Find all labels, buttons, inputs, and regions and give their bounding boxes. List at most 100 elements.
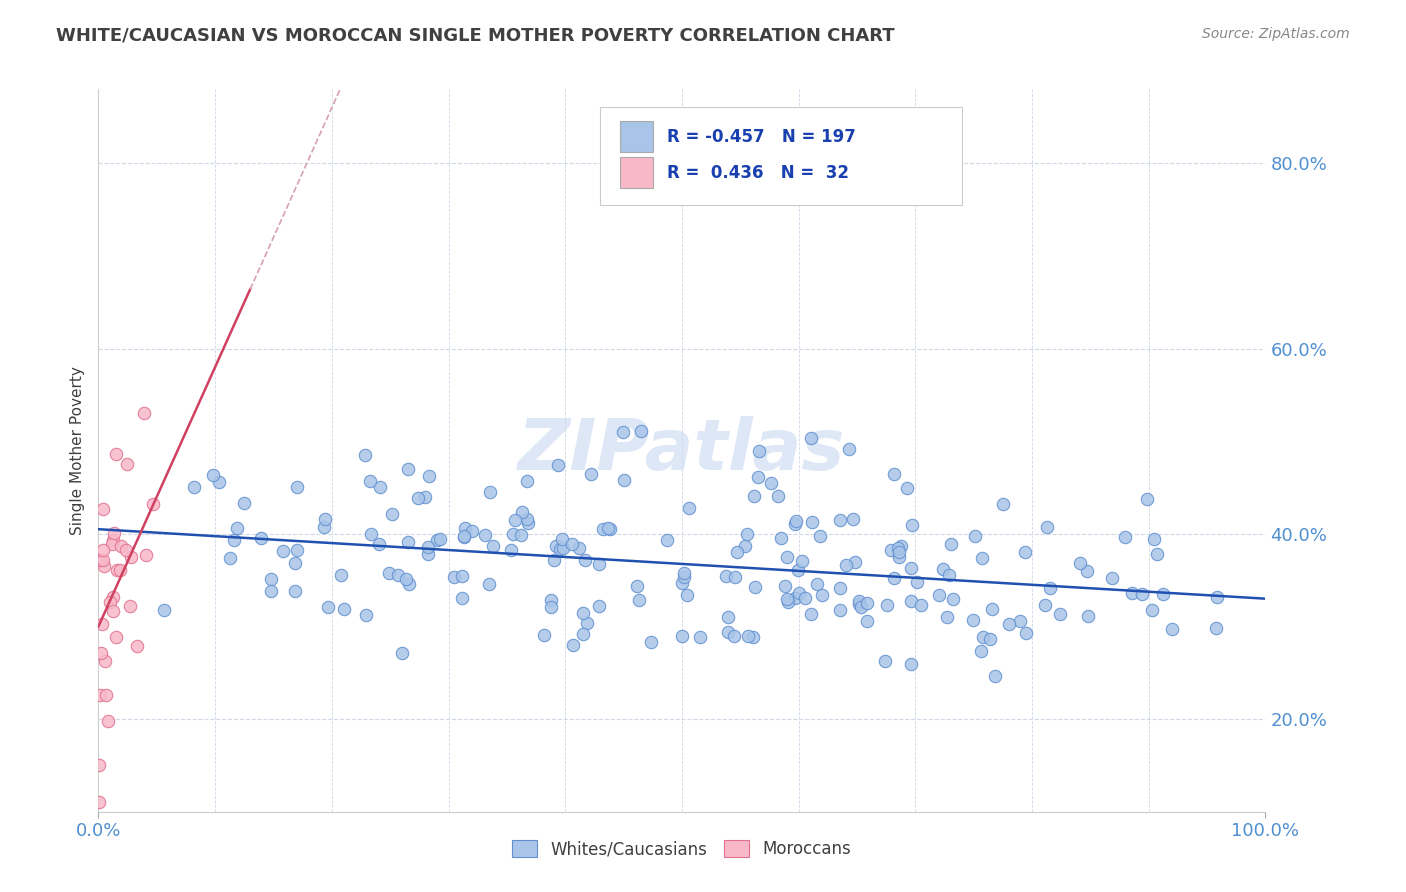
- Legend: Whites/Caucasians, Moroccans: Whites/Caucasians, Moroccans: [506, 833, 858, 865]
- Point: [543, 553, 565, 567]
- Point: [1049, 607, 1071, 621]
- Point: [717, 624, 740, 639]
- Point: [516, 474, 538, 488]
- Point: [548, 541, 571, 556]
- Point: [848, 594, 870, 608]
- Point: [93, 543, 115, 558]
- Point: [201, 468, 224, 483]
- Point: [271, 544, 294, 558]
- Point: [418, 541, 440, 555]
- Point: [828, 513, 851, 527]
- Point: [776, 592, 799, 607]
- Point: [800, 515, 823, 529]
- Point: [787, 586, 810, 600]
- FancyBboxPatch shape: [600, 107, 962, 205]
- Point: [454, 521, 477, 535]
- Point: [120, 550, 142, 565]
- Point: [928, 588, 950, 602]
- Point: [936, 610, 959, 624]
- Point: [561, 536, 583, 550]
- Point: [93, 654, 115, 668]
- Point: [381, 508, 404, 522]
- Point: [676, 588, 699, 602]
- Point: [1015, 625, 1038, 640]
- Point: [93, 559, 115, 574]
- Point: [517, 516, 540, 531]
- Point: [260, 572, 283, 586]
- Point: [443, 570, 465, 584]
- FancyBboxPatch shape: [620, 157, 652, 188]
- Point: [984, 669, 1007, 683]
- Point: [1076, 565, 1098, 579]
- Point: [142, 497, 165, 511]
- Point: [450, 591, 472, 605]
- Point: [316, 599, 339, 614]
- Point: [502, 526, 524, 541]
- Point: [1160, 622, 1182, 636]
- Point: [759, 475, 782, 490]
- Point: [1152, 587, 1174, 601]
- Point: [87, 796, 110, 810]
- Point: [856, 614, 879, 628]
- Point: [108, 563, 131, 577]
- Point: [354, 448, 377, 462]
- Point: [562, 638, 585, 652]
- Point: [725, 545, 748, 559]
- Y-axis label: Single Mother Poverty: Single Mother Poverty: [69, 366, 84, 535]
- Point: [1077, 608, 1099, 623]
- Point: [283, 556, 305, 570]
- Point: [418, 547, 440, 561]
- Point: [135, 548, 157, 562]
- Point: [413, 490, 436, 504]
- Point: [1033, 599, 1056, 613]
- Point: [673, 569, 696, 583]
- Point: [1140, 603, 1163, 617]
- Point: [387, 568, 409, 582]
- Point: [741, 630, 763, 644]
- Point: [461, 524, 484, 538]
- Point: [115, 543, 138, 558]
- Point: [588, 557, 610, 571]
- Point: [889, 545, 911, 559]
- Point: [905, 574, 928, 589]
- Point: [474, 528, 496, 542]
- Point: [101, 537, 124, 551]
- Point: [901, 518, 924, 533]
- Point: [783, 591, 806, 606]
- Point: [800, 430, 823, 444]
- Text: R =  0.436   N =  32: R = 0.436 N = 32: [666, 163, 849, 182]
- Point: [627, 593, 650, 607]
- Point: [723, 629, 745, 643]
- Point: [91, 502, 114, 516]
- Point: [330, 568, 353, 582]
- Point: [744, 490, 766, 504]
- Point: [478, 577, 501, 591]
- Point: [481, 540, 503, 554]
- Point: [1069, 556, 1091, 570]
- Point: [640, 635, 662, 649]
- Point: [942, 591, 965, 606]
- Point: [105, 563, 128, 577]
- Point: [453, 530, 475, 544]
- Point: [429, 532, 451, 546]
- Text: ZIPatlas: ZIPatlas: [519, 416, 845, 485]
- Point: [572, 626, 595, 640]
- Point: [1132, 587, 1154, 601]
- Point: [800, 607, 823, 621]
- Point: [579, 467, 602, 481]
- Point: [793, 591, 815, 605]
- Point: [970, 643, 993, 657]
- Point: [354, 608, 377, 623]
- Point: [225, 521, 247, 535]
- Point: [391, 646, 413, 660]
- Point: [1114, 530, 1136, 544]
- Point: [890, 539, 912, 553]
- Point: [879, 543, 901, 558]
- Point: [1146, 547, 1168, 561]
- Point: [856, 596, 879, 610]
- Point: [766, 489, 789, 503]
- Point: [516, 511, 538, 525]
- Point: [1038, 581, 1060, 595]
- Point: [744, 580, 766, 594]
- Point: [737, 527, 759, 541]
